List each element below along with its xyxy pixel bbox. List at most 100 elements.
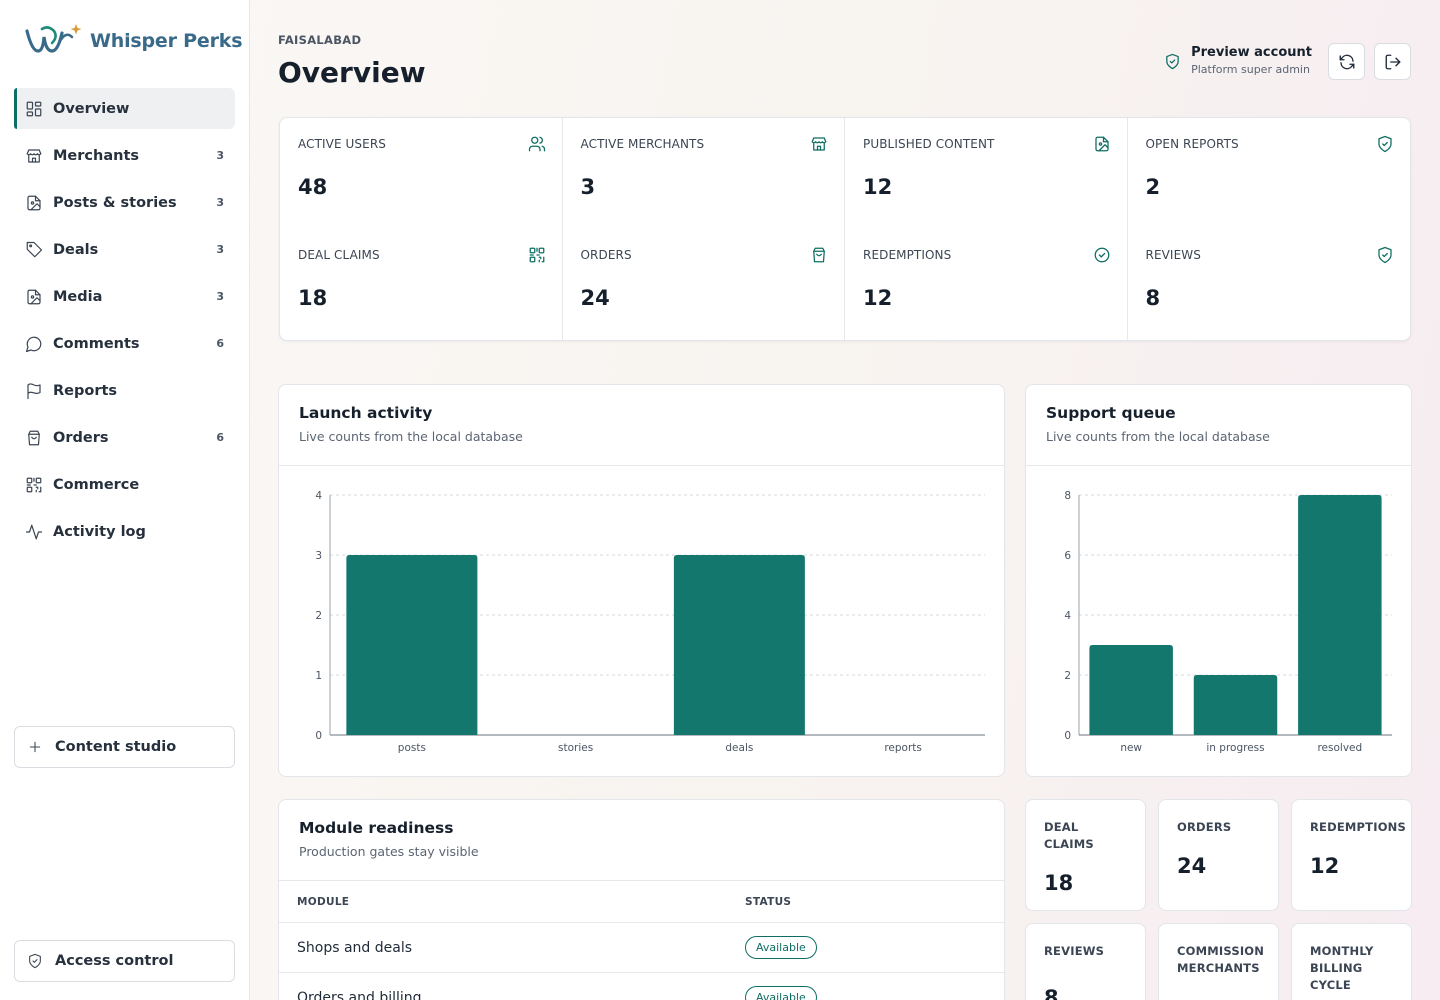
logout-icon <box>1385 54 1400 69</box>
qr-icon <box>25 476 43 494</box>
y-tick-label: 6 <box>1064 550 1071 562</box>
refresh-button[interactable] <box>1328 43 1365 80</box>
sidebar-item-activity-log[interactable]: Activity log <box>14 511 235 552</box>
sidebar-item-label: Overview <box>53 100 130 117</box>
stat-value: 12 <box>863 286 893 310</box>
stat-reviews: REVIEWS 8 <box>1128 229 1411 340</box>
city-label: FAISALABAD <box>278 33 362 47</box>
content-studio-button[interactable]: Content studio <box>14 726 235 768</box>
sidebar-item-commerce[interactable]: Commerce <box>14 464 235 505</box>
mini-stat-label: MONTHLY BILLING CYCLE <box>1310 944 1374 992</box>
mini-stat-value: 18 <box>1044 871 1074 895</box>
x-tick-label: in progress <box>1206 742 1264 754</box>
stat-label: ORDERS <box>580 248 632 262</box>
pulse-icon <box>25 523 43 541</box>
table-row[interactable]: Orders and billing Available <box>279 973 1004 1000</box>
page-title: Overview <box>278 56 426 89</box>
file-image-icon <box>1093 135 1111 153</box>
mini-stat-value: 12 <box>1310 854 1340 878</box>
bar <box>346 555 478 735</box>
sidebar-item-merchants[interactable]: Merchants 3 <box>14 135 235 176</box>
stat-value: 8 <box>1145 286 1161 310</box>
card-subtitle: Live counts from the local database <box>1046 429 1270 444</box>
y-tick-label: 2 <box>1064 670 1071 682</box>
brand-logo[interactable]: Whisper Perks <box>24 20 243 62</box>
mini-stat-label: ORDERS <box>1177 820 1232 834</box>
status-badge: Available <box>745 936 817 959</box>
sidebar-item-badge: 3 <box>216 149 224 162</box>
x-tick-label: resolved <box>1317 742 1362 754</box>
whisper-perks-logo-icon <box>25 24 82 53</box>
stat-label: OPEN REPORTS <box>1145 137 1239 151</box>
y-tick-label: 1 <box>315 670 322 682</box>
module-readiness-card: Module readiness Production gates stay v… <box>278 799 1005 1000</box>
bar <box>1298 495 1382 735</box>
y-tick-label: 3 <box>315 550 322 562</box>
module-name: Orders and billing <box>297 990 422 1000</box>
x-tick-label: posts <box>398 742 426 754</box>
mini-stat-label: REVIEWS <box>1044 944 1105 958</box>
stat-value: 3 <box>580 175 596 199</box>
stat-label: DEAL CLAIMS <box>298 248 380 262</box>
mini-stat-deal-claims: DEAL CLAIMS 18 <box>1025 799 1146 911</box>
stat-redemptions: REDEMPTIONS 12 <box>845 229 1128 340</box>
account-name: Preview account <box>1191 45 1312 60</box>
sidebar-item-reports[interactable]: Reports <box>14 370 235 411</box>
x-tick-label: deals <box>725 742 753 754</box>
stat-value: 12 <box>863 175 893 199</box>
sidebar-item-label: Deals <box>53 241 99 258</box>
y-tick-label: 8 <box>1064 490 1071 502</box>
y-tick-label: 0 <box>1064 730 1071 742</box>
sidebar-item-badge: 3 <box>216 243 224 256</box>
qr-icon <box>528 246 546 264</box>
mini-stat-reviews: REVIEWS 8 <box>1025 923 1146 1000</box>
sidebar-item-label: Reports <box>53 382 118 399</box>
y-tick-label: 0 <box>315 730 322 742</box>
sidebar-item-overview[interactable]: Overview <box>14 88 235 129</box>
message-icon <box>25 335 43 353</box>
sidebar-item-label: Commerce <box>53 476 140 493</box>
mini-stat-orders: ORDERS 24 <box>1158 799 1279 911</box>
sidebar-item-orders[interactable]: Orders 6 <box>14 417 235 458</box>
table-header: MODULE STATUS <box>279 881 1004 923</box>
content-studio-label: Content studio <box>55 739 177 755</box>
x-tick-label: stories <box>558 742 593 754</box>
mini-stat-label: COMMISSION MERCHANTS <box>1177 944 1265 975</box>
sidebar-item-media[interactable]: Media 3 <box>14 276 235 317</box>
shield-check-icon <box>1166 53 1179 70</box>
card-title: Launch activity <box>299 404 433 422</box>
sidebar-item-deals[interactable]: Deals 3 <box>14 229 235 270</box>
card-header: Module readiness Production gates stay v… <box>279 800 1004 881</box>
table-row[interactable]: Shops and deals Available <box>279 923 1004 973</box>
sidebar-item-posts[interactable]: Posts & stories 3 <box>14 182 235 223</box>
bar <box>1193 675 1278 735</box>
mini-stat-value: 8 <box>1044 986 1059 1000</box>
sidebar-item-badge: 3 <box>216 290 224 303</box>
stat-active-merchants: ACTIVE MERCHANTS 3 <box>563 118 845 229</box>
column-header-status: STATUS <box>745 896 792 908</box>
mini-stat-monthly-billing-cycle: MONTHLY BILLING CYCLE <box>1291 923 1412 1000</box>
card-title: Support queue <box>1046 404 1176 422</box>
sidebar-item-comments[interactable]: Comments 6 <box>14 323 235 364</box>
users-icon <box>528 135 546 153</box>
sidebar: Whisper Perks Overview Merchants 3 Posts… <box>0 0 250 1000</box>
shield-check-icon <box>1376 135 1394 153</box>
grid-icon <box>25 100 43 118</box>
access-control-label: Access control <box>55 953 174 969</box>
stat-deal-claims: DEAL CLAIMS 18 <box>280 229 563 340</box>
stats-grid: ACTIVE USERS 48 ACTIVE MERCHANTS 3 PUBLI… <box>279 117 1411 341</box>
launch-activity-chart: 0 1 2 3 4 posts stories deals reports <box>315 490 985 754</box>
mini-stat-redemptions: REDEMPTIONS 12 <box>1291 799 1412 911</box>
stat-value: 48 <box>298 175 328 199</box>
stat-open-reports: OPEN REPORTS 2 <box>1128 118 1411 229</box>
account-info: Preview account Platform super admin <box>1164 45 1312 76</box>
card-subtitle: Production gates stay visible <box>299 844 479 859</box>
support-queue-card: Support queue Live counts from the local… <box>1025 384 1412 777</box>
logout-button[interactable] <box>1374 43 1411 80</box>
stat-label: ACTIVE USERS <box>298 137 386 151</box>
card-header: Launch activity Live counts from the loc… <box>279 385 1004 466</box>
mini-stat-value: 24 <box>1177 854 1207 878</box>
access-control-button[interactable]: Access control <box>14 940 235 982</box>
y-tick-label: 4 <box>1064 610 1071 622</box>
module-name: Shops and deals <box>297 940 413 956</box>
